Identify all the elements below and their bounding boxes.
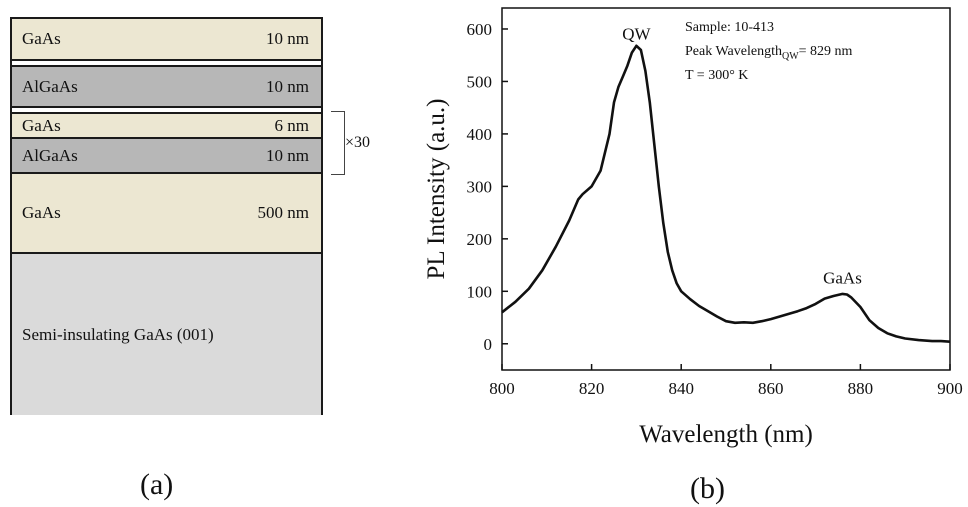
peak-annotation: GaAs: [823, 268, 862, 287]
panel-label-b: (b): [690, 472, 725, 505]
info-sample: Sample: 10-413: [685, 20, 774, 35]
y-tick-label: 500: [467, 72, 493, 91]
layer-gaas-cap: GaAs 10 nm: [12, 19, 321, 61]
y-axis-title: PL Intensity (a.u.): [423, 99, 450, 280]
info-peak-sub: QW: [782, 51, 799, 62]
layer-material: GaAs: [22, 115, 61, 135]
layer-thickness: 10 nm: [266, 29, 309, 48]
y-tick-label: 600: [467, 20, 493, 39]
layer-algaas-top: AlGaAs 10 nm: [12, 67, 321, 108]
axis-ticks: [501, 28, 951, 370]
layer-material: Semi-insulating GaAs (001): [22, 324, 214, 344]
plot-frame: [501, 7, 951, 371]
info-box: Sample: 10-413 Peak WavelengthQW= 829 nm…: [685, 20, 853, 83]
layer-material: GaAs: [22, 29, 61, 48]
x-tick-label: 900: [937, 379, 963, 398]
layer-material: AlGaAs: [22, 145, 78, 165]
y-tick-label: 300: [467, 177, 493, 196]
layer-thickness: 6 nm: [274, 115, 309, 135]
x-axis-title: Wavelength (nm): [639, 421, 813, 448]
x-tick-label: 820: [579, 379, 605, 398]
repeat-label: ×30: [345, 134, 371, 151]
x-tick-label: 880: [848, 379, 874, 398]
layer-material: GaAs: [22, 203, 61, 222]
y-tick-label: 100: [467, 282, 493, 301]
x-tick-label: 860: [758, 379, 784, 398]
x-tick-label: 840: [668, 379, 694, 398]
layer-stack: GaAs 10 nm AlGaAs 10 nm GaAs 6 nm AlGaAs…: [10, 17, 323, 415]
layer-thickness: 10 nm: [266, 76, 309, 96]
x-tick-label: 800: [489, 379, 515, 398]
layer-algaas-barrier: AlGaAs 10 nm: [12, 139, 321, 174]
layer-material: AlGaAs: [22, 76, 78, 96]
y-tick-label: 200: [467, 230, 493, 249]
pl-spectrum-chart: 800 820 840 860 880 900 0 100 200 300 400 500 600 Wa…: [423, 7, 963, 448]
layer-gaas-well: GaAs 6 nm: [12, 114, 321, 139]
peak-annotations: QW GaAs: [622, 24, 862, 287]
layer-gap: [12, 108, 321, 114]
repeat-bracket: [331, 111, 345, 175]
info-peak: Peak WavelengthQW= 829 nm: [685, 44, 853, 62]
layer-thickness: 10 nm: [266, 145, 309, 165]
layer-gaas-buffer: GaAs 500 nm: [12, 174, 321, 254]
info-peak-suffix: = 829 nm: [799, 44, 853, 59]
layer-substrate: Semi-insulating GaAs (001): [12, 254, 321, 415]
panel-label-a: (a): [140, 468, 174, 501]
y-tick-label: 400: [467, 125, 493, 144]
pl-curve: [501, 44, 951, 343]
y-tick-label: 0: [484, 335, 493, 354]
peak-annotation: QW: [622, 24, 651, 43]
layer-thickness: 500 nm: [257, 203, 309, 222]
layer-gap: [12, 61, 321, 67]
info-peak-prefix: Peak Wavelength: [685, 44, 782, 59]
info-temperature: T = 300° K: [685, 68, 748, 83]
plot-area-border: [501, 7, 951, 371]
axis-tick-labels: 800 820 840 860 880 900 0 100 200 300 400 500 600: [467, 20, 963, 398]
